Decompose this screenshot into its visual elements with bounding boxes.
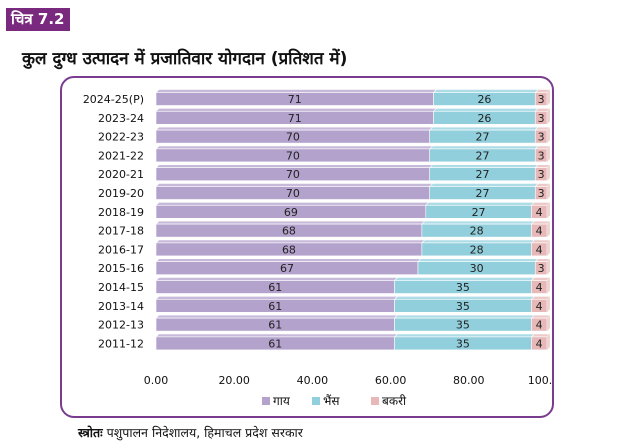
x-tick-label: 100.00 [528, 374, 552, 387]
category-label: 2016-17 [98, 243, 144, 256]
data-label: 67 [280, 262, 294, 275]
x-tick-label: 40.00 [297, 374, 329, 387]
stacked-bar-chart: 2024-25(P) 71 26 3 2023-24 71 26 3 2022-23 70 27 3 2… [83, 89, 552, 408]
data-label: 61 [268, 319, 282, 332]
data-label: 3 [538, 131, 545, 144]
data-label: 70 [286, 131, 300, 144]
data-label: 28 [470, 225, 484, 238]
category-label: 2017-18 [98, 225, 144, 238]
category-label: 2012-13 [98, 319, 144, 332]
data-label: 71 [288, 112, 302, 125]
data-label: 70 [286, 149, 300, 162]
chart-frame: 2024-25(P) 71 26 3 2023-24 71 26 3 2022-23 70 27 3 2… [60, 76, 554, 418]
bar-segment-side [547, 239, 550, 256]
bar-segment-side [547, 183, 550, 200]
data-label: 27 [475, 168, 489, 181]
data-label: 61 [268, 337, 282, 350]
data-label: 35 [456, 319, 470, 332]
category-label: 2014-15 [98, 281, 144, 294]
data-label: 27 [472, 206, 486, 219]
data-label: 3 [538, 149, 545, 162]
data-label: 26 [477, 112, 491, 125]
legend-swatch [262, 397, 270, 405]
data-label: 68 [282, 225, 296, 238]
bar-segment-side [547, 221, 550, 238]
data-label: 3 [538, 187, 545, 200]
bar-segment-side [547, 127, 550, 144]
data-label: 68 [282, 243, 296, 256]
category-label: 2011-12 [98, 337, 144, 350]
category-label: 2018-19 [98, 206, 144, 219]
legend-swatch [371, 397, 379, 405]
bar-segment-side [547, 145, 550, 162]
data-label: 4 [536, 243, 543, 256]
legend-label: बकरी [382, 394, 407, 408]
category-label: 2015-16 [98, 262, 144, 275]
source-text: पशुपालन निदेशालय, हिमाचल प्रदेश सरकार [106, 425, 303, 440]
bar-segment-side [547, 89, 550, 106]
bar-segment-side [547, 164, 550, 181]
data-label: 27 [475, 149, 489, 162]
source-note: स्त्रोतः पशुपालन निदेशालय, हिमाचल प्रदेश… [78, 424, 303, 441]
data-label: 70 [286, 168, 300, 181]
bar-segment-side [547, 296, 550, 313]
legend-swatch [312, 397, 320, 405]
bar-segment-side [547, 202, 550, 219]
category-label: 2021-22 [98, 149, 144, 162]
data-label: 4 [536, 281, 543, 294]
data-label: 69 [284, 206, 298, 219]
data-label: 4 [536, 300, 543, 313]
data-label: 27 [475, 131, 489, 144]
x-tick-label: 80.00 [453, 374, 485, 387]
legend-label: भैंस [323, 394, 340, 408]
data-label: 3 [538, 93, 545, 106]
legend-label: गाय [273, 394, 291, 408]
data-label: 28 [470, 243, 484, 256]
bar-segment-side [547, 315, 550, 332]
category-label: 2022-23 [98, 131, 144, 144]
data-label: 35 [456, 281, 470, 294]
x-tick-label: 0.00 [144, 374, 169, 387]
data-label: 26 [477, 93, 491, 106]
data-label: 35 [456, 337, 470, 350]
category-label: 2013-14 [98, 300, 144, 313]
x-tick-label: 60.00 [375, 374, 407, 387]
bar-segment-side [547, 277, 550, 294]
category-label: 2024-25(P) [83, 93, 144, 106]
bar-segment-side [547, 108, 550, 125]
data-label: 27 [475, 187, 489, 200]
data-label: 3 [538, 168, 545, 181]
category-label: 2019-20 [98, 187, 144, 200]
data-label: 61 [268, 281, 282, 294]
bar-segment-side [547, 333, 550, 350]
data-label: 61 [268, 300, 282, 313]
x-tick-label: 20.00 [218, 374, 250, 387]
data-label: 3 [538, 262, 545, 275]
data-label: 30 [470, 262, 484, 275]
data-label: 70 [286, 187, 300, 200]
category-label: 2023-24 [98, 112, 144, 125]
data-label: 4 [536, 206, 543, 219]
data-label: 3 [538, 112, 545, 125]
bar-segment-side [547, 258, 550, 275]
data-label: 71 [288, 93, 302, 106]
data-label: 4 [536, 225, 543, 238]
source-label: स्त्रोतः [78, 425, 103, 440]
data-label: 35 [456, 300, 470, 313]
category-label: 2020-21 [98, 168, 144, 181]
data-label: 4 [536, 337, 543, 350]
data-label: 4 [536, 319, 543, 332]
figure-label: चित्र 7.2 [6, 8, 70, 31]
chart-title: कुल दुग्ध उत्पादन में प्रजातिवार योगदान … [22, 49, 348, 69]
